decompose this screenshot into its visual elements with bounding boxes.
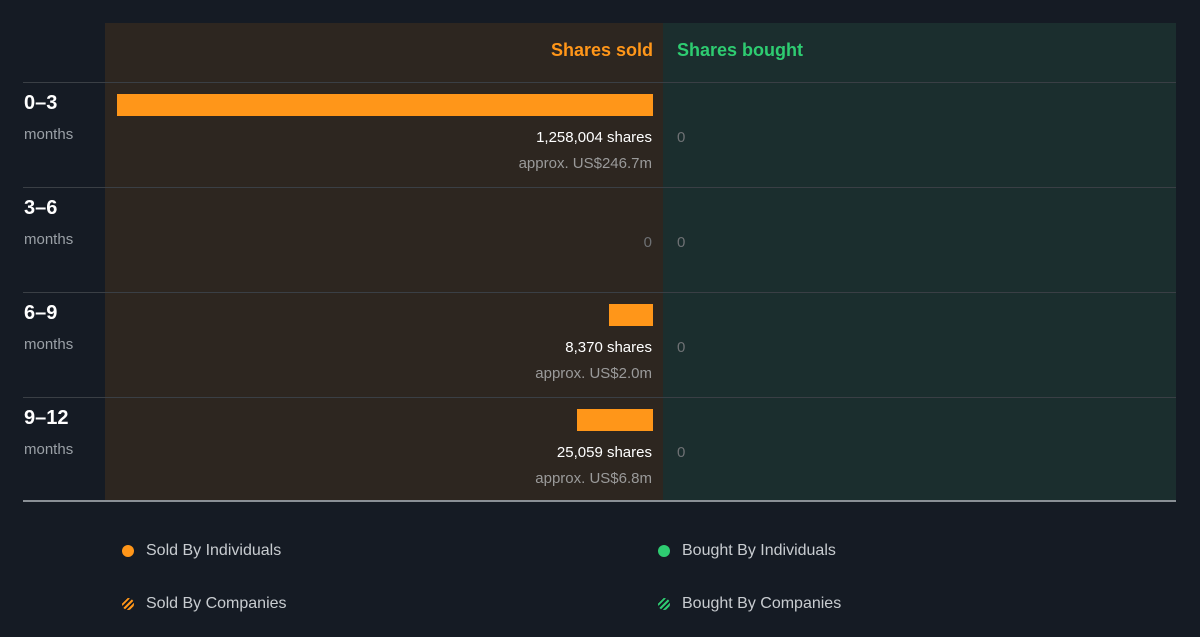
sold-value-label: approx. US$246.7m — [518, 155, 652, 172]
row-divider — [23, 292, 1176, 293]
hatched-green-dot-icon — [658, 598, 670, 610]
shares-sold-header: Shares sold — [550, 40, 653, 60]
hatched-orange-dot-icon — [122, 598, 134, 610]
bought-value-label: 0 — [677, 234, 686, 251]
sold-value-label: approx. US$6.8m — [535, 470, 652, 487]
period-range: 9–12 — [24, 407, 69, 429]
legend-label: Bought By Companies — [682, 595, 842, 612]
row-divider — [23, 397, 1176, 398]
period-unit: months — [24, 126, 74, 143]
sold-shares-label: 0 — [643, 234, 652, 251]
sold-shares-label: 8,370 shares — [565, 339, 652, 356]
sold-bar — [577, 409, 653, 431]
period-unit: months — [24, 441, 74, 458]
chart-baseline — [23, 500, 1176, 502]
shares-bought-header: Shares bought — [677, 40, 804, 60]
bought-value-label: 0 — [677, 444, 686, 461]
bought-value-label: 0 — [677, 339, 686, 356]
legend-label: Sold By Companies — [146, 595, 287, 612]
sold-bar — [609, 304, 653, 326]
legend-sold-by-companies[interactable]: Sold By Companies — [122, 595, 287, 613]
legend-bought-by-companies[interactable]: Bought By Companies — [658, 595, 841, 613]
legend-label: Bought By Individuals — [682, 542, 836, 559]
period-range: 3–6 — [24, 197, 58, 219]
legend-bought-by-individuals[interactable]: Bought By Individuals — [658, 542, 836, 560]
orange-dot-icon — [122, 545, 134, 557]
legend-label: Sold By Individuals — [146, 542, 282, 559]
sold-shares-label: 25,059 shares — [556, 444, 652, 461]
shares-bought-panel — [663, 23, 1176, 501]
sold-value-label: approx. US$2.0m — [535, 365, 652, 382]
bought-value-label: 0 — [677, 129, 686, 146]
row-divider — [23, 187, 1176, 188]
period-range: 0–3 — [24, 92, 58, 114]
period-range: 6–9 — [24, 302, 58, 324]
legend-sold-by-individuals[interactable]: Sold By Individuals — [122, 542, 281, 560]
sold-shares-label: 1,258,004 shares — [536, 129, 652, 146]
green-dot-icon — [658, 545, 670, 557]
period-unit: months — [24, 336, 74, 353]
period-unit: months — [24, 231, 74, 248]
row-divider — [23, 82, 1176, 83]
sold-bar — [117, 94, 653, 116]
